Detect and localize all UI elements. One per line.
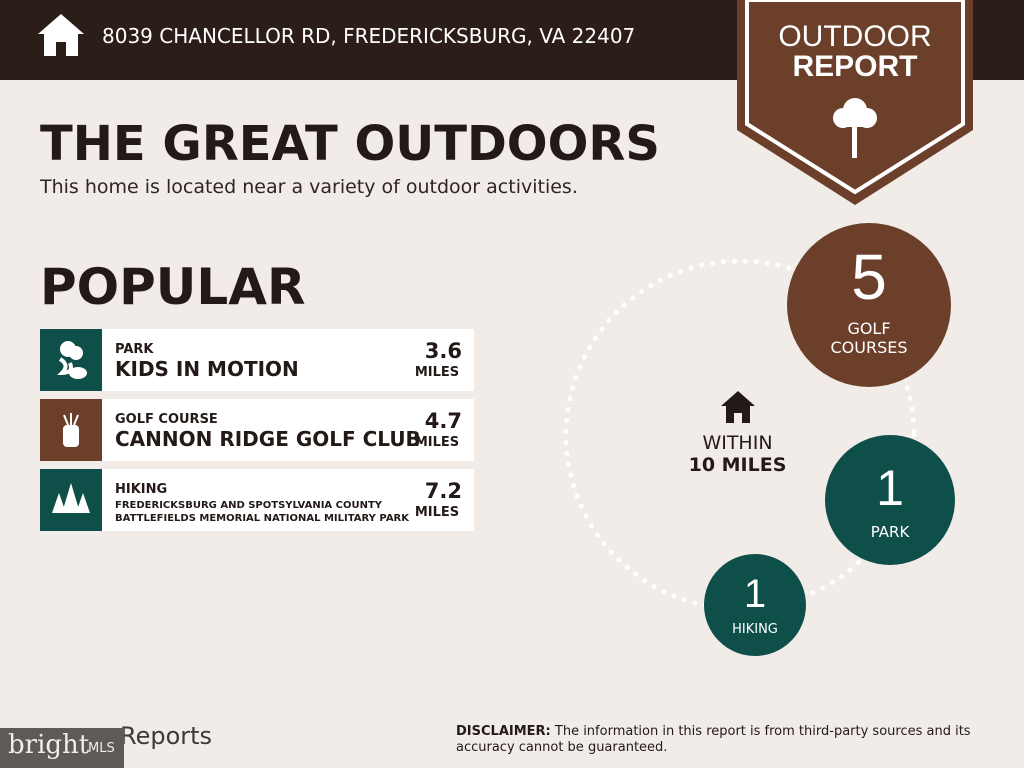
list-item: PARK KIDS IN MOTION 3.6 MILES <box>40 329 474 391</box>
within-label: WITHIN 10 MILES <box>688 432 787 476</box>
page-title: THE GREAT OUTDOORS <box>40 116 660 172</box>
subtitle: This home is located near a variety of o… <box>40 176 578 198</box>
item-distance: 4.7 <box>424 409 462 433</box>
item-unit: MILES <box>414 435 460 450</box>
hiking-count-circle: 1 HIKING <box>704 554 806 656</box>
popular-heading: POPULAR <box>40 258 306 316</box>
pine-trees-icon <box>40 469 102 531</box>
item-name: KIDS IN MOTION <box>115 357 299 381</box>
item-category: HIKING <box>115 482 168 497</box>
item-category: GOLF COURSE <box>115 412 218 427</box>
list-item: GOLF COURSE CANNON RIDGE GOLF CLUB 4.7 M… <box>40 399 474 461</box>
list-item: HIKING FREDERICKSBURG AND SPOTSYLVANIA C… <box>40 469 474 531</box>
badge-line1: OUTDOOR <box>778 20 932 53</box>
home-icon <box>721 391 755 423</box>
tree-icon <box>833 98 877 158</box>
home-icon <box>38 14 84 56</box>
item-distance: 7.2 <box>424 479 462 503</box>
outdoor-report-badge: OUTDOOR REPORT <box>735 0 975 214</box>
golf-count-circle: 5 GOLF COURSES <box>787 223 951 387</box>
park-icon <box>40 329 102 391</box>
address: 8039 CHANCELLOR RD, FREDERICKSBURG, VA 2… <box>102 24 636 48</box>
golf-bag-icon <box>40 399 102 461</box>
item-name: CANNON RIDGE GOLF CLUB <box>115 427 421 451</box>
bright-mls-logo: bright MLS <box>0 728 124 768</box>
item-category: PARK <box>115 342 154 357</box>
disclaimer: DISCLAIMER: The information in this repo… <box>456 724 971 755</box>
item-distance: 3.6 <box>424 339 462 363</box>
park-count-circle: 1 PARK <box>825 435 955 565</box>
item-name: FREDERICKSBURG AND SPOTSYLVANIA COUNTY B… <box>115 500 410 524</box>
badge-line2: REPORT <box>792 50 918 83</box>
item-unit: MILES <box>414 365 460 380</box>
item-unit: MILES <box>414 505 460 520</box>
reports-logo-text: Reports <box>120 722 213 750</box>
